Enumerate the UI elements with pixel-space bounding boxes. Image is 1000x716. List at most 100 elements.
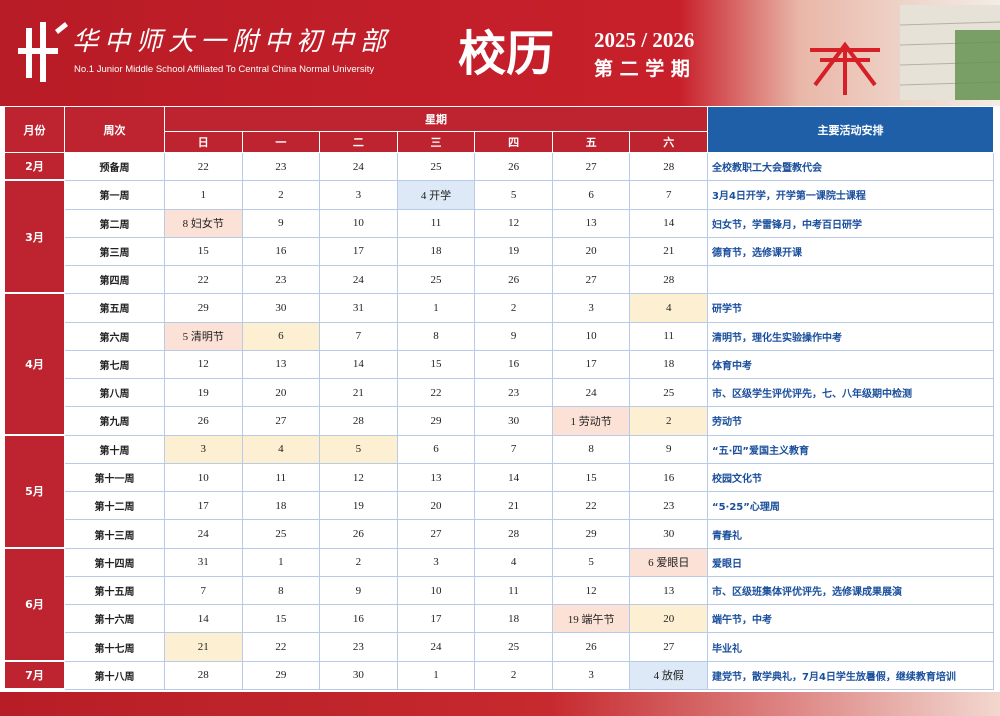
day-cell: 1 [165, 181, 243, 210]
school-name: 华中师大一附中初中部 [72, 27, 392, 56]
day-cell: 7 [165, 576, 243, 606]
day-cell: 29 [552, 520, 631, 549]
day-cell: 16 [242, 237, 321, 267]
day-cell: 28 [165, 661, 243, 690]
day-cell: 30 [320, 661, 398, 690]
week-label: 第六周 [65, 322, 165, 351]
banner: 华中师大一附中初中部 No.1 Junior Middle School Aff… [0, 0, 1000, 106]
day-cell: 23 [320, 633, 398, 662]
day-cell: 19 [475, 237, 553, 267]
activity: 研学节 [708, 294, 994, 323]
week-label: 第十四周 [65, 548, 165, 577]
activity: 3月4日开学，开学第一课院士课程 [708, 181, 994, 210]
day-cell: 10 [552, 322, 631, 351]
title: 校历 [458, 26, 554, 82]
day-cell: 2 [630, 407, 708, 436]
week-label: 第七周 [65, 350, 165, 380]
day-cell: 19 [165, 379, 243, 408]
day-cell: 27 [397, 520, 476, 549]
year: 2025 / 2026 [594, 28, 694, 52]
day-cell: 11 [242, 463, 321, 493]
week-header: 周次 [65, 107, 165, 153]
month-header: 月份 [5, 107, 65, 153]
day-cell: 16 [475, 350, 553, 380]
week-label: 第十六周 [65, 605, 165, 634]
day-cell: 24 [552, 379, 631, 408]
activity: “5·25”心理周 [708, 492, 994, 521]
day-cell: 24 [165, 520, 243, 549]
day-cell: 29 [165, 294, 243, 323]
day-cell: 20 [397, 492, 476, 521]
week-label: 第十五周 [65, 576, 165, 606]
day-cell: 19 端午节 [552, 605, 631, 634]
day-cell: 26 [475, 153, 553, 182]
day-header: 六 [630, 132, 708, 153]
day-cell: 26 [475, 266, 553, 295]
activity: “五·四”爱国主义教育 [708, 435, 994, 464]
day-cell: 4 [630, 294, 708, 323]
day-cell: 22 [552, 492, 631, 521]
day-cell: 10 [165, 463, 243, 493]
day-cell: 27 [552, 266, 631, 295]
day-cell: 26 [552, 633, 631, 662]
week-label: 第五周 [65, 294, 165, 323]
day-cell: 25 [242, 520, 321, 549]
day-cell: 26 [320, 520, 398, 549]
day-cell: 11 [475, 576, 553, 606]
day-cell: 12 [552, 576, 631, 606]
day-cell: 24 [320, 266, 398, 295]
day-cell: 1 劳动节 [552, 407, 631, 436]
month-label: 5月 [5, 435, 65, 549]
day-cell: 31 [320, 294, 398, 323]
day-cell: 18 [630, 350, 708, 380]
day-cell: 5 清明节 [165, 322, 243, 351]
month-label: 2月 [5, 153, 65, 182]
day-cell: 2 [242, 181, 321, 210]
activity-header: 主要活动安排 [708, 107, 994, 153]
week-label: 第十八周 [65, 661, 165, 690]
term: 第 二 学 期 [594, 57, 690, 80]
day-cell: 6 [397, 435, 476, 464]
day-cell: 7 [630, 181, 708, 210]
week-label: 第十七周 [65, 633, 165, 662]
month-label: 3月 [5, 181, 65, 295]
weekday-header: 星期 [165, 107, 708, 132]
day-cell: 7 [320, 322, 398, 351]
day-cell: 15 [242, 605, 321, 634]
day-cell: 18 [475, 605, 553, 634]
day-cell: 8 [242, 576, 321, 606]
day-cell: 5 [552, 548, 631, 577]
month-label: 7月 [5, 661, 65, 690]
day-cell: 17 [397, 605, 476, 634]
day-cell: 27 [242, 407, 321, 436]
activity: 德育节，选修课开课 [708, 237, 994, 267]
day-cell: 18 [242, 492, 321, 521]
day-cell: 3 [552, 661, 631, 690]
day-cell: 17 [552, 350, 631, 380]
activity: 体育中考 [708, 350, 994, 380]
day-cell: 21 [630, 237, 708, 267]
activity: 市、区级学生评优评先，七、八年级期中检测 [708, 379, 994, 408]
day-cell: 15 [552, 463, 631, 493]
day-cell: 10 [397, 576, 476, 606]
day-cell: 23 [242, 153, 321, 182]
day-cell: 2 [475, 661, 553, 690]
day-cell: 6 [242, 322, 321, 351]
day-cell: 14 [320, 350, 398, 380]
day-cell: 4 放假 [630, 661, 708, 690]
day-cell: 1 [397, 661, 476, 690]
day-cell: 30 [242, 294, 321, 323]
day-cell: 24 [320, 153, 398, 182]
week-label: 第十周 [65, 435, 165, 464]
week-label: 第一周 [65, 181, 165, 210]
day-cell: 7 [475, 435, 553, 464]
activity: 爱眼日 [708, 548, 994, 577]
day-header: 五 [552, 132, 631, 153]
activity [708, 266, 994, 295]
month-label: 6月 [5, 548, 65, 662]
day-cell: 22 [397, 379, 476, 408]
day-cell: 11 [397, 209, 476, 238]
day-cell: 9 [242, 209, 321, 238]
day-cell: 13 [552, 209, 631, 238]
